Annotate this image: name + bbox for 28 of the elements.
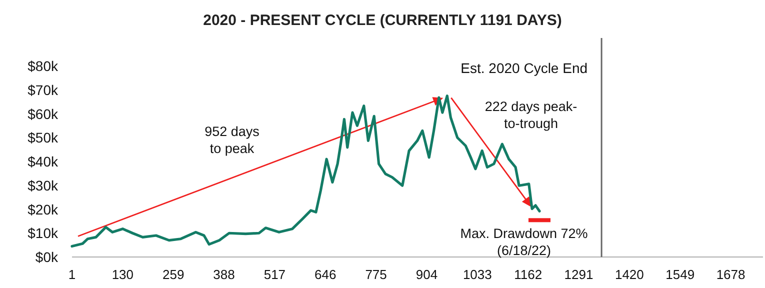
x-tick-label: 1 bbox=[68, 267, 76, 282]
y-tick-label: $30k bbox=[28, 177, 59, 194]
x-tick-label: 388 bbox=[213, 267, 235, 282]
x-tick-label: 130 bbox=[112, 267, 134, 282]
x-tick-label: 1549 bbox=[666, 267, 695, 282]
x-tick-label: 517 bbox=[264, 267, 286, 282]
x-tick-label: 259 bbox=[162, 267, 184, 282]
annotation: 222 days peak- to-trough bbox=[484, 99, 578, 131]
x-tick-label: 775 bbox=[365, 267, 387, 282]
x-tick-label: 1162 bbox=[514, 267, 542, 282]
y-tick-label: $10k bbox=[28, 225, 59, 242]
y-tick-label: $0k bbox=[35, 249, 59, 265]
y-tick-label: $60k bbox=[28, 106, 59, 122]
x-tick-label: 1678 bbox=[716, 267, 746, 282]
annotation: Max. Drawdown 72% (6/18/22) bbox=[460, 226, 588, 258]
y-tick-label: $20k bbox=[28, 201, 59, 218]
ref-line-label: Est. 2020 Cycle End bbox=[460, 60, 588, 76]
y-tick-label: $80k bbox=[28, 58, 59, 74]
x-tick-label: 904 bbox=[416, 267, 438, 282]
y-tick-label: $40k bbox=[28, 154, 59, 170]
x-tick-label: 1420 bbox=[614, 267, 644, 282]
x-tick-label: 646 bbox=[314, 267, 336, 282]
chart-title: 2020 - PRESENT CYCLE (CURRENTLY 1191 DAYS) bbox=[203, 12, 562, 29]
y-tick-label: $50k bbox=[28, 130, 59, 146]
annotation: 952 days to peak bbox=[204, 124, 260, 156]
x-tick-label: 1033 bbox=[462, 267, 492, 282]
x-tick-label: 1291 bbox=[564, 267, 594, 282]
y-tick-label: $70k bbox=[28, 82, 59, 98]
